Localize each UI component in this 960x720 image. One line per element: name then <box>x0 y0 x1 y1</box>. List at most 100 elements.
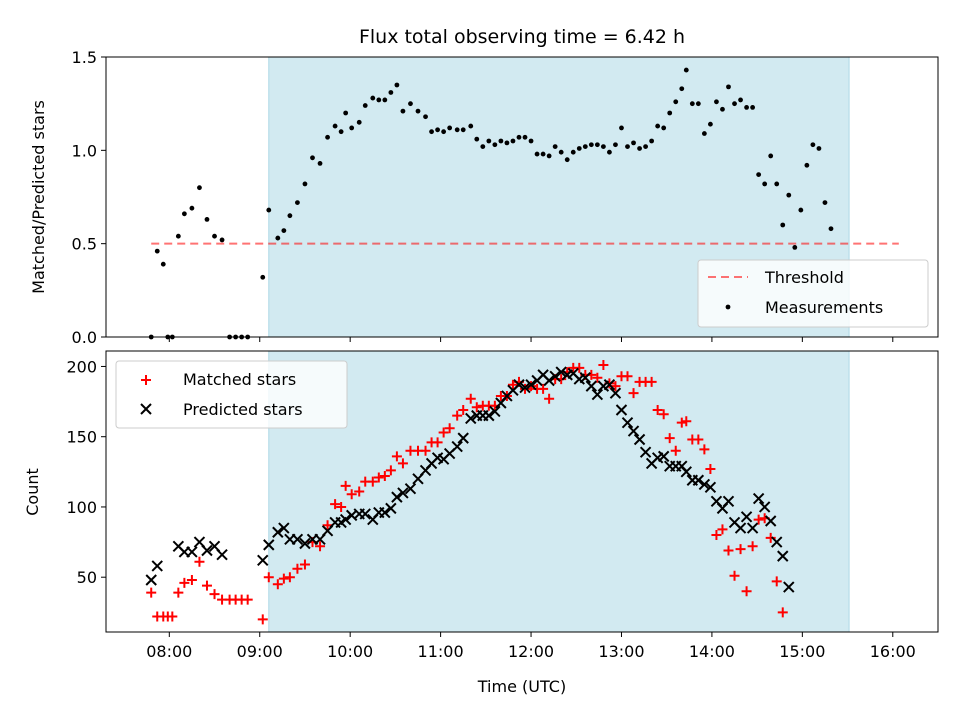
matched-star-point <box>391 451 402 462</box>
predicted-star-point <box>579 371 592 384</box>
measurement-point <box>343 110 349 116</box>
matched-star-point <box>444 423 455 434</box>
predicted-star-point <box>704 481 717 493</box>
matched-star-point <box>373 472 384 483</box>
legend-matched-label: Matched stars <box>183 370 296 389</box>
matched-star-point <box>471 402 482 413</box>
measurement-point <box>607 149 612 155</box>
matched-star-point <box>753 514 764 525</box>
predicted-star-point <box>404 482 417 495</box>
measurement-point <box>667 110 673 116</box>
measurement-point <box>189 205 195 211</box>
matched-star-point <box>699 444 710 455</box>
matched-star-point <box>741 586 752 597</box>
matched-star-point <box>574 362 585 373</box>
predicted-star-point <box>451 440 463 453</box>
predicted-star-point <box>263 539 275 551</box>
predicted-star-point <box>639 446 652 458</box>
bottom-legend-box <box>115 360 348 429</box>
measurement-point <box>394 82 400 88</box>
predicted-star-point <box>278 522 290 534</box>
matched-star-point <box>201 580 212 591</box>
measurement-point <box>570 149 576 155</box>
matched-star-point <box>340 480 351 491</box>
predicted-star-point <box>525 379 537 391</box>
measurement-point <box>295 200 300 206</box>
top-y-tick-label: 1.5 <box>72 48 97 67</box>
predicted-star-point <box>186 546 198 558</box>
matched-star-point <box>367 476 378 487</box>
x-tick-label: 16:00 <box>870 642 916 661</box>
measurement-point <box>516 134 522 140</box>
matched-star-point <box>735 544 746 555</box>
predicted-star-point <box>692 474 705 486</box>
x-axis-label: Time (UTC) <box>477 677 566 696</box>
top-y-tick-label: 0.5 <box>72 235 97 254</box>
measurement-point <box>408 101 413 107</box>
measurement-point <box>281 228 287 234</box>
predicted-star-point <box>299 537 311 550</box>
measurement-point <box>810 142 816 148</box>
predicted-star-point <box>397 487 409 499</box>
matched-star-point <box>173 587 184 598</box>
top-panel: Matched/Predicted stars 0.0 0.5 1.0 1.5 Thre… <box>29 48 939 347</box>
legend-threshold-label: Threshold <box>764 268 844 287</box>
matched-star-point <box>209 589 220 600</box>
measurement-point <box>332 123 338 129</box>
predicted-star-point <box>391 491 403 503</box>
x-tick-label: 12:00 <box>508 642 554 661</box>
measurement-point <box>423 114 428 120</box>
measurement-point <box>275 235 281 241</box>
predicted-star-point <box>621 416 634 429</box>
matched-star-point <box>146 587 157 598</box>
legend-predicted-swatch <box>140 403 152 415</box>
measurement-point <box>325 134 330 140</box>
measurement-point <box>197 185 202 191</box>
matched-star-point <box>658 409 669 420</box>
bottom-y-axis-label: Count <box>23 468 42 516</box>
measurement-point <box>613 142 618 148</box>
matched-star-point <box>299 559 310 570</box>
matched-star-point <box>354 486 365 497</box>
measurement-point <box>498 138 504 144</box>
predicted-star-point <box>379 506 391 519</box>
measurement-point <box>441 129 447 135</box>
measurement-point <box>714 99 719 105</box>
matched-star-point <box>336 501 347 512</box>
matched-star-point <box>729 570 740 581</box>
measurement-point <box>683 67 689 73</box>
measurement-point <box>804 162 810 168</box>
measurement-point <box>816 146 822 151</box>
matched-star-point <box>465 393 476 404</box>
measurement-point <box>673 99 679 105</box>
bottom-y-tick-label: 200 <box>66 357 97 376</box>
matched-star-point <box>186 575 197 586</box>
predicted-star-point <box>519 381 531 394</box>
measurement-point <box>564 157 570 163</box>
measurement-point <box>376 97 382 103</box>
matched-star-point <box>747 541 758 552</box>
x-tick-label: 09:00 <box>237 642 283 661</box>
legend-measurements-swatch <box>725 304 731 310</box>
measurement-point <box>756 172 762 178</box>
matched-star-point <box>507 379 518 390</box>
measurement-point <box>732 101 737 107</box>
measurement-point <box>619 125 624 131</box>
predicted-star-point <box>734 522 747 534</box>
predicted-star-point <box>698 478 711 491</box>
predicted-star-point <box>359 508 371 520</box>
matched-star-point <box>646 376 657 387</box>
legend-predicted-label: Predicted stars <box>183 400 303 419</box>
measurement-point <box>695 101 701 107</box>
measurement-point <box>786 192 792 198</box>
matched-star-point <box>723 545 734 556</box>
matched-star-point <box>438 427 449 438</box>
top-y-tick-label: 1.0 <box>72 141 97 160</box>
measurement-point <box>468 123 474 129</box>
top-legend: Threshold Measurements <box>697 259 929 328</box>
legend-measurements-label: Measurements <box>765 298 883 317</box>
measurement-point <box>689 101 695 107</box>
predicted-star-point <box>680 466 692 478</box>
measurement-point <box>768 153 774 159</box>
